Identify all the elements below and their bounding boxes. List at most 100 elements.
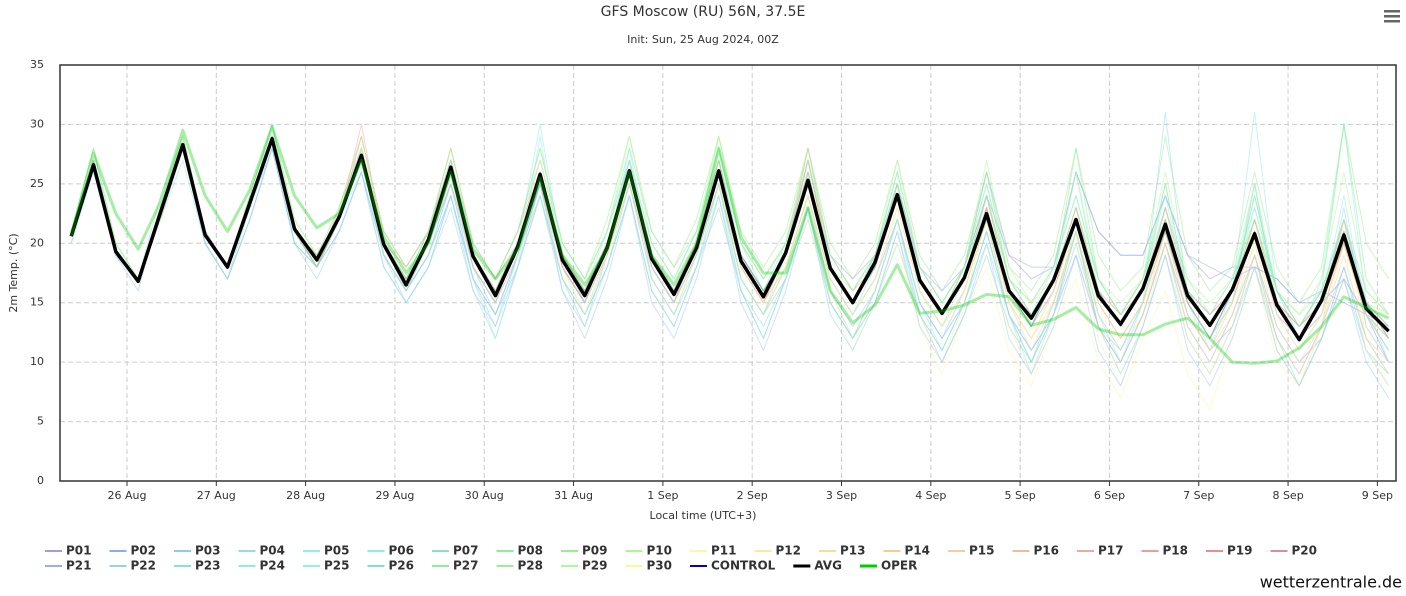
x-tick-label: 8 Sep (1272, 489, 1303, 502)
y-tick-label: 0 (37, 474, 44, 487)
plot-background (60, 65, 1396, 481)
legend-label: P07 (453, 544, 479, 558)
legend-item: P05 (303, 544, 350, 558)
legend-item: CONTROL (690, 559, 776, 573)
y-tick-label: 35 (30, 58, 44, 71)
x-tick-label: 9 Sep (1362, 489, 1393, 502)
legend-label: P22 (131, 559, 157, 573)
legend-label: P13 (840, 544, 866, 558)
legend-item: P06 (367, 544, 415, 558)
x-tick-label: 31 Aug (554, 489, 593, 502)
x-tick-label: 6 Sep (1094, 489, 1125, 502)
legend-item: P25 (303, 559, 350, 573)
legend-item: P07 (432, 544, 479, 558)
menu-bar[interactable] (1384, 20, 1400, 23)
x-tick-label: 3 Sep (826, 489, 857, 502)
legend-label: CONTROL (711, 559, 776, 573)
legend-label: P02 (131, 544, 157, 558)
legend-item: P30 (625, 559, 673, 573)
legend-item: P10 (625, 544, 673, 558)
legend-label: P30 (647, 559, 673, 573)
legend-item: P21 (45, 559, 92, 573)
legend-label: AVG (814, 559, 842, 573)
legend-item: P15 (948, 544, 995, 558)
legend-label: P24 (260, 559, 286, 573)
x-tick-label: 4 Sep (915, 489, 946, 502)
legend-label: P19 (1227, 544, 1253, 558)
legend-label: P14 (905, 544, 931, 558)
x-tick-label: 28 Aug (286, 489, 325, 502)
legend-label: P01 (66, 544, 92, 558)
chart-title: GFS Moscow (RU) 56N, 37.5E (601, 4, 806, 20)
legend-item: P02 (109, 544, 157, 558)
series-line (69, 125, 1390, 365)
legend-label: P10 (647, 544, 673, 558)
legend-label: P11 (711, 544, 737, 558)
x-tick-label: 7 Sep (1183, 489, 1214, 502)
menu-icon[interactable] (1384, 10, 1400, 23)
legend-label: P25 (324, 559, 350, 573)
legend-item: P12 (754, 544, 802, 558)
x-tick-label: 29 Aug (375, 489, 414, 502)
legend-item: P24 (238, 559, 286, 573)
legend-item: P26 (367, 559, 415, 573)
legend-item: P19 (1206, 544, 1253, 558)
legend-label: P08 (518, 544, 544, 558)
legend-item: P09 (561, 544, 608, 558)
x-tick-label: 2 Sep (737, 489, 768, 502)
legend-label: P03 (195, 544, 221, 558)
legend-label: OPER (881, 559, 917, 573)
legend-item: P27 (432, 559, 479, 573)
y-axis-label: 2m Temp. (°C) (7, 233, 20, 312)
legend-label: P15 (969, 544, 995, 558)
legend-item: P23 (174, 559, 221, 573)
legend-label: P16 (1034, 544, 1060, 558)
legend-label: P26 (389, 559, 415, 573)
legend-label: P09 (582, 544, 608, 558)
menu-bar[interactable] (1384, 10, 1400, 13)
legend-item: P18 (1141, 544, 1189, 558)
menu-bar[interactable] (1384, 15, 1400, 18)
y-tick-label: 10 (30, 355, 44, 368)
legend-label: P17 (1098, 544, 1124, 558)
series-line (70, 147, 1390, 399)
legend-label: P28 (518, 559, 544, 573)
legend-item: P01 (45, 544, 92, 558)
legend-label: P29 (582, 559, 608, 573)
credit: wetterzentrale.de (1260, 573, 1402, 592)
y-tick-label: 15 (30, 296, 44, 309)
y-tick-label: 30 (30, 117, 44, 130)
legend-label: P23 (195, 559, 221, 573)
legend-label: P12 (776, 544, 802, 558)
x-tick-label: 5 Sep (1005, 489, 1036, 502)
y-tick-label: 5 (37, 415, 44, 428)
legend-label: P06 (389, 544, 415, 558)
y-tick-label: 20 (30, 236, 44, 249)
legend-item: P28 (496, 559, 544, 573)
x-tick-label: 30 Aug (465, 489, 504, 502)
series-line (70, 123, 1389, 316)
y-tick-label: 25 (30, 177, 44, 190)
legend-label: P20 (1292, 544, 1318, 558)
legend-label: P18 (1163, 544, 1189, 558)
legend-label: P27 (453, 559, 479, 573)
chart-subtitle: Init: Sun, 25 Aug 2024, 00Z (627, 33, 779, 46)
legend-label: P21 (66, 559, 92, 573)
x-tick-label: 1 Sep (647, 489, 678, 502)
legend-item: P22 (109, 559, 157, 573)
legend-item: P13 (819, 544, 866, 558)
legend-item: P20 (1270, 544, 1318, 558)
x-tick-label: 27 Aug (197, 489, 236, 502)
legend-label: P05 (324, 544, 350, 558)
legend-item: P17 (1077, 544, 1124, 558)
legend-item: AVG (793, 559, 842, 573)
legend-item: P14 (883, 544, 931, 558)
legend-item: OPER (859, 559, 917, 573)
series-line (69, 136, 1390, 342)
x-axis-label: Local time (UTC+3) (650, 509, 757, 522)
legend-item: P29 (561, 559, 608, 573)
x-tick-label: 26 Aug (107, 489, 146, 502)
legend-item: P08 (496, 544, 544, 558)
legend-item: P04 (238, 544, 285, 558)
